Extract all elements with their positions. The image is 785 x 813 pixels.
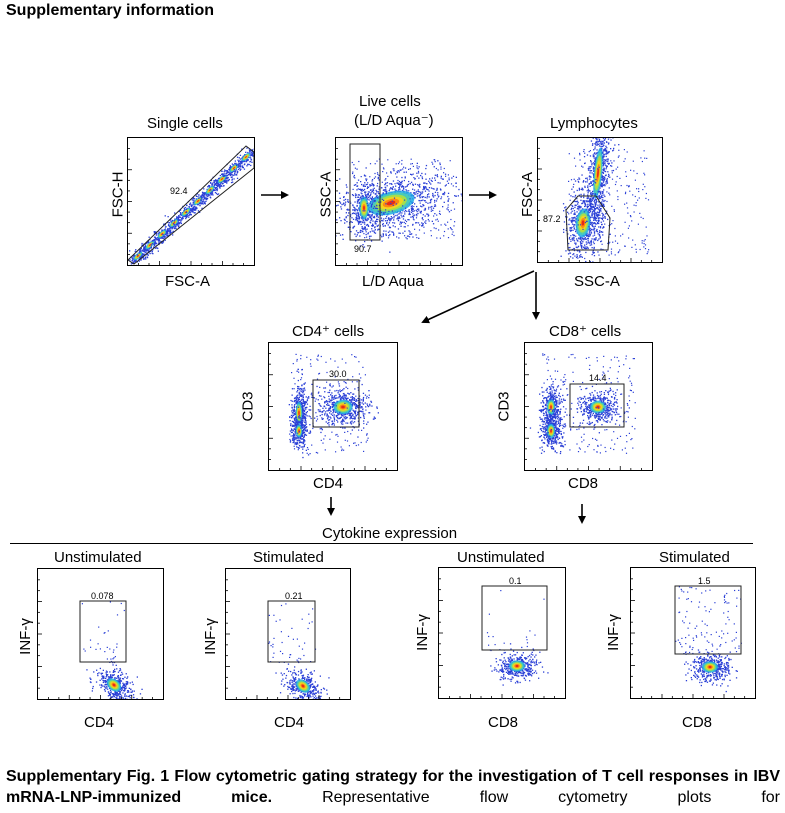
cd8-unstim-title: Unstimulated xyxy=(457,549,545,566)
lymphocytes-xlabel: SSC-A xyxy=(574,273,620,290)
cd4-stim-gate-value: 0.21 xyxy=(285,591,303,601)
single-cells-gate-value: 92.4 xyxy=(170,186,188,196)
live-cells-xlabel: L/D Aqua xyxy=(362,273,424,290)
cd4-cells-xlabel: CD4 xyxy=(313,475,344,492)
cytokine-expression-heading: Cytokine expression xyxy=(322,525,458,542)
single-cells-plot: 92.4 xyxy=(127,137,255,266)
cd4-unstim-title: Unstimulated xyxy=(54,549,142,566)
cd4-stim-xlabel: CD4 xyxy=(274,714,305,731)
figure-caption: Supplementary Fig. 1 Flow cytometric gat… xyxy=(6,766,780,808)
cd4-cells-ylabel: CD3 xyxy=(239,391,257,422)
cd8-unstim-ylabel: INF-γ xyxy=(413,614,431,651)
live-cells-title-1: Live cells xyxy=(359,93,421,110)
cd8-cells-title: CD8⁺ cells xyxy=(549,323,622,340)
cd4-unstim-ylabel: INF-γ xyxy=(16,618,34,655)
cd8-cells-plot: 14.4 xyxy=(524,342,653,471)
cd4-cells-title: CD4⁺ cells xyxy=(292,323,365,340)
cd8-stim-plot: 1.5 xyxy=(630,567,756,699)
caption-normal: Representative flow cytometry plots for xyxy=(272,789,781,806)
single-cells-xlabel: FSC-A xyxy=(165,273,210,290)
cd4-stim-title: Stimulated xyxy=(253,549,324,566)
cd4-cells-plot: 30.0 xyxy=(268,342,398,471)
cd4-cells-gate-value: 30.0 xyxy=(329,369,347,379)
cd8-unstim-plot: 0.1 xyxy=(438,567,566,699)
cd8-stim-xlabel: CD8 xyxy=(682,714,713,731)
cd8-unstim-gate-value: 0.1 xyxy=(509,576,522,586)
cd8-cells-ylabel: CD3 xyxy=(495,391,513,422)
live-cells-plot: 90.7 xyxy=(335,137,463,266)
lymphocytes-ylabel: FSC-A xyxy=(519,172,536,217)
live-cells-title-2: (L/D Aqua⁻) xyxy=(354,112,434,129)
lymphocytes-title: Lymphocytes xyxy=(550,115,638,132)
cd8-cells-xlabel: CD8 xyxy=(568,475,599,492)
lymphocytes-plot: 87.2 xyxy=(537,137,663,263)
page-header: Supplementary information xyxy=(6,2,215,19)
cd8-stim-title: Stimulated xyxy=(659,549,730,566)
cd8-stim-ylabel: INF-γ xyxy=(604,614,622,651)
live-cells-gate-value: 90.7 xyxy=(354,244,372,254)
cd8-stim-gate-value: 1.5 xyxy=(698,576,711,586)
single-cells-title: Single cells xyxy=(147,115,223,132)
arrow-lymph-to-cd4 xyxy=(421,270,535,324)
cd4-unstim-plot: 0.078 xyxy=(37,568,164,700)
caption-bold: Supplementary Fig. 1 Flow cytometric gat… xyxy=(6,768,780,806)
cd8-cells-gate-value: 14.4 xyxy=(589,373,607,383)
cd4-unstim-xlabel: CD4 xyxy=(84,714,115,731)
cd4-stim-ylabel: INF-γ xyxy=(201,618,219,655)
cd4-unstim-gate-value: 0.078 xyxy=(91,591,114,601)
cd4-stim-plot: 0.21 xyxy=(225,568,351,700)
cytokine-divider xyxy=(10,543,753,544)
single-cells-ylabel: FSC-H xyxy=(109,171,127,218)
live-cells-ylabel: SSC-A xyxy=(317,171,335,218)
lymphocytes-gate-value: 87.2 xyxy=(543,214,561,224)
cd8-unstim-xlabel: CD8 xyxy=(488,714,519,731)
